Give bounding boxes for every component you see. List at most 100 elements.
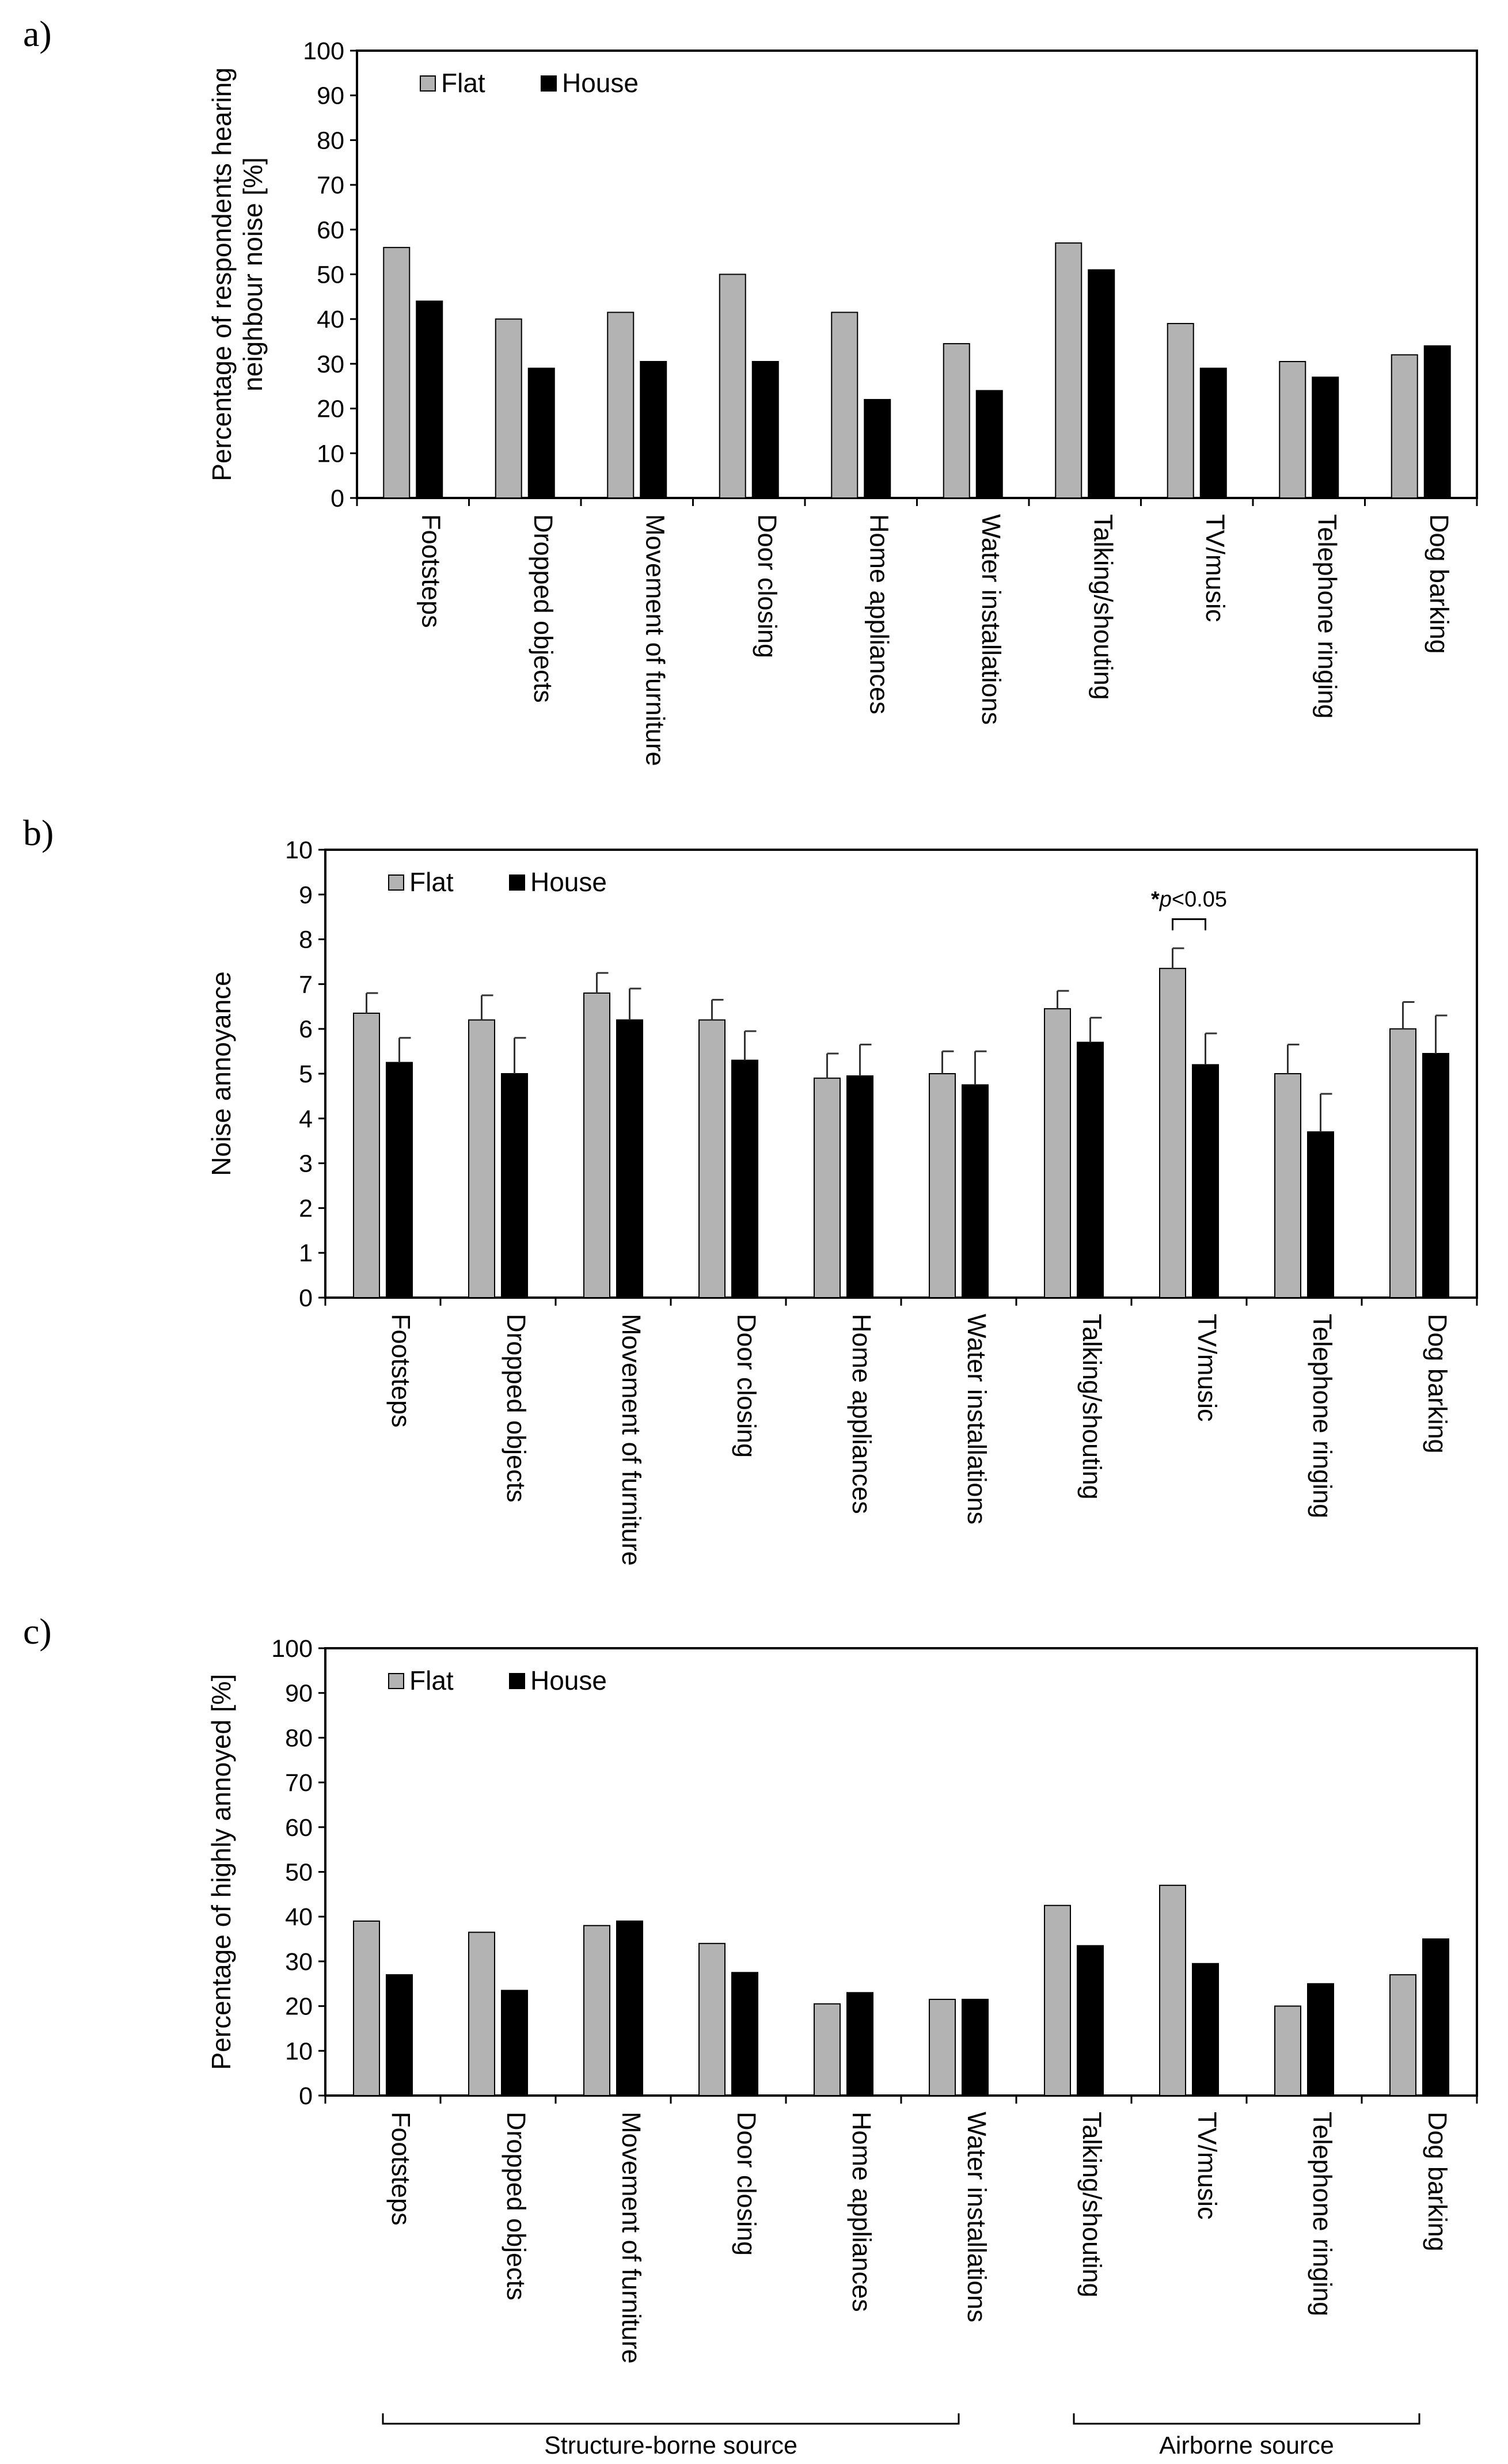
bar-flat — [468, 1931, 495, 2097]
y-tick-label: 10 — [317, 440, 344, 467]
legend-label-house: House — [530, 867, 607, 897]
bar-house — [846, 1075, 873, 1298]
significance-bracket — [1172, 918, 1206, 931]
bar-house — [616, 1019, 643, 1298]
bar-flat — [831, 311, 859, 499]
category-label: Telephone ringing — [1312, 514, 1342, 718]
bar-house — [1312, 377, 1339, 499]
category-label: Dropped objects — [502, 2112, 531, 2301]
y-tick-label: 10 — [285, 2037, 313, 2065]
bar-house — [640, 361, 667, 499]
significance-label: *p<0.05 — [1151, 888, 1227, 912]
y-tick-label: 20 — [285, 1993, 313, 2021]
bar-flat — [583, 992, 610, 1298]
bar-flat — [929, 1998, 956, 2097]
legend-label-flat: Flat — [409, 1666, 454, 1695]
y-tick-label: 0 — [299, 1284, 313, 1312]
y-tick-label: 6 — [299, 1016, 313, 1043]
legend-swatch-flat — [388, 1673, 404, 1689]
y-tick-label: 20 — [317, 396, 344, 423]
y-tick-label: 40 — [317, 306, 344, 333]
y-tick-label: 60 — [317, 216, 344, 244]
bar-house — [416, 301, 443, 499]
y-tick-label: 70 — [285, 1769, 313, 1797]
y-tick-label: 2 — [299, 1195, 313, 1222]
y-tick-label: 80 — [317, 127, 344, 154]
legend-label-flat: Flat — [409, 867, 454, 897]
bar-flat — [943, 343, 970, 499]
category-label: Water installations — [962, 2112, 992, 2322]
category-label: TV/music — [1201, 514, 1230, 622]
bar-house — [1192, 1064, 1219, 1298]
panel-label: a) — [23, 13, 52, 54]
y-tick-label: 100 — [271, 1635, 313, 1663]
category-label: Door closing — [753, 514, 782, 658]
bar-house — [846, 1992, 873, 2097]
bar-flat — [1044, 1008, 1071, 1298]
plot-frame — [324, 1647, 1478, 2097]
category-label: Water installations — [962, 1314, 992, 1524]
bar-flat — [1055, 242, 1082, 499]
category-label: Dog barking — [1425, 514, 1454, 654]
y-tick-label: 50 — [285, 1859, 313, 1887]
bar-house — [616, 1920, 643, 2096]
category-label: Door closing — [732, 1314, 761, 1458]
y-tick-label: 90 — [317, 82, 344, 110]
category-label: Dog barking — [1423, 2112, 1452, 2252]
panel-label: b) — [23, 812, 54, 853]
bar-house — [1422, 1052, 1449, 1298]
legend-swatch-flat — [388, 874, 404, 891]
significance-threshold: <0.05 — [1172, 888, 1227, 912]
category-label: Movement of furniture — [640, 514, 670, 766]
y-tick-label: 60 — [285, 1814, 313, 1842]
group-bracket — [382, 2413, 960, 2425]
panel-b: b) 0 1 2 3 4 5 6 7 8 9 10 Noise annoyance Footsteps Dr… — [23, 812, 1478, 1566]
bar-flat — [353, 1920, 380, 2096]
category-label: Movement of furniture — [617, 1314, 646, 1566]
y-tick-label: 90 — [285, 1680, 313, 1708]
category-label: Home appliances — [847, 1314, 876, 1514]
bar-house — [386, 1062, 413, 1299]
y-tick-label: 10 — [285, 836, 313, 864]
bar-house — [962, 1084, 989, 1298]
category-label: Telephone ringing — [1308, 2112, 1337, 2316]
category-label: Dropped objects — [529, 514, 558, 703]
category-label: Footsteps — [416, 514, 446, 628]
bar-house — [1077, 1041, 1104, 1299]
bar-flat — [383, 246, 411, 499]
bar-flat — [698, 1019, 725, 1298]
y-tick-label: 5 — [299, 1060, 313, 1088]
y-tick-label: 100 — [303, 37, 344, 65]
bar-flat — [495, 318, 522, 499]
y-tick-label: 0 — [299, 2082, 313, 2110]
category-label: Talking/shouting — [1077, 2112, 1107, 2298]
bar-flat — [1167, 322, 1194, 499]
y-tick-label: 8 — [299, 926, 313, 954]
y-tick-label: 0 — [331, 485, 344, 512]
legend-swatch-flat — [420, 75, 436, 92]
category-label: Dropped objects — [502, 1314, 531, 1503]
bar-house — [1192, 1963, 1219, 2096]
category-label: Home appliances — [864, 514, 894, 714]
legend-label-house: House — [530, 1666, 607, 1695]
plot-frame — [324, 849, 1478, 1299]
bar-house — [527, 367, 555, 499]
bar-flat — [1389, 1028, 1416, 1298]
bar-flat — [468, 1019, 495, 1298]
bar-flat — [929, 1073, 956, 1298]
bar-house — [501, 1990, 528, 2097]
y-tick-label: 9 — [299, 881, 313, 909]
bar-house — [1077, 1945, 1104, 2097]
y-tick-label: 3 — [299, 1150, 313, 1178]
category-label: Door closing — [732, 2112, 761, 2256]
bar-flat — [353, 1012, 380, 1298]
bar-house — [1088, 269, 1115, 499]
bar-house — [975, 390, 1003, 499]
bar-flat — [1159, 968, 1186, 1299]
bar-flat — [814, 2003, 841, 2097]
significance-star: * — [1151, 888, 1160, 912]
y-tick-label: 30 — [285, 1948, 313, 1976]
panel-label: c) — [23, 1611, 52, 1652]
bar-flat — [1279, 361, 1306, 499]
bar-house — [1199, 367, 1227, 499]
